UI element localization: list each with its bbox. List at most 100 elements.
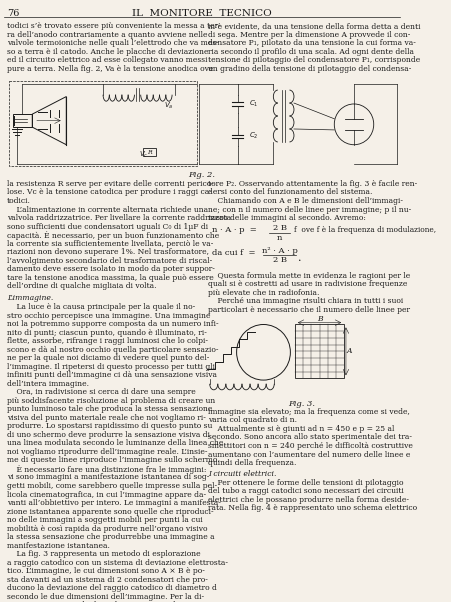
Text: $C_1$: $C_1$ [249, 99, 259, 109]
Text: un gradino della tensione di pilotaggio del condensa-: un gradino della tensione di pilotaggio … [208, 65, 411, 73]
Text: flette, assorbe, rifrange i raggi luminosi che lo colpi-: flette, assorbe, rifrange i raggi lumino… [7, 337, 208, 345]
Text: Chiamando con A e B le dimensioni dell’immagi-: Chiamando con A e B le dimensioni dell’i… [208, 197, 403, 205]
Text: ne per la quale noi diciamo di vedere quel punto del-: ne per la quale noi diciamo di vedere qu… [7, 354, 210, 362]
Text: zione istantanea apparente sono quelle che riproduci-: zione istantanea apparente sono quelle c… [7, 507, 214, 515]
Text: la corrente sia sufficientemente livellata, perciò le va-: la corrente sia sufficientemente livella… [7, 240, 213, 247]
Text: so a terra è il catodo. Anche le placche di deviazione: so a terra è il catodo. Anche le placche… [7, 48, 209, 56]
Text: valvola raddrizzatrice. Per livellare la corrente raddrizzata: valvola raddrizzatrice. Per livellare la… [7, 214, 231, 222]
Text: visiva del punto materiale reale che noi vogliamo ri-: visiva del punto materiale reale che noi… [7, 414, 206, 422]
Text: più soddisfacente risoluzione al problema di creare un: più soddisfacente risoluzione al problem… [7, 397, 216, 405]
Text: immagine sia elevato; ma la frequenza come si vede,: immagine sia elevato; ma la frequenza co… [208, 408, 410, 416]
Text: punto luminoso tale che produca la stessa sensazione: punto luminoso tale che produca la stess… [7, 405, 212, 414]
Text: ne; con n il numero delle linee per immagine; p il nu-: ne; con n il numero delle linee per imma… [208, 205, 411, 214]
Text: quali si è costretti ad usare in radivisione frequenze: quali si è costretti ad usare in radivis… [208, 280, 407, 288]
Text: 2 B: 2 B [272, 225, 287, 232]
Text: $V_a$: $V_a$ [164, 101, 174, 111]
Text: Perché una immagine risulti chiara in tutti i suoi: Perché una immagine risulti chiara in tu… [208, 297, 403, 305]
Text: todici.: todici. [7, 197, 31, 205]
Text: ria secondo il profilo di una scala. Ad ogni dente della: ria secondo il profilo di una scala. Ad … [208, 48, 414, 56]
Text: L’alimentazione in corrente alternata richiede una: L’alimentazione in corrente alternata ri… [7, 205, 208, 214]
Text: secondo le due dimensioni dell’immagine. Per la di-: secondo le due dimensioni dell’immagine.… [7, 593, 204, 601]
Text: infiniti punti dell’immagine ci dà una sensazione visiva: infiniti punti dell’immagine ci dà una s… [7, 371, 217, 379]
Text: varia col quadrato di n.: varia col quadrato di n. [208, 417, 297, 424]
Text: $V_c$: $V_c$ [139, 150, 148, 160]
Text: capacità. È necessario, per un buon funzionamento che: capacità. È necessario, per un buon funz… [7, 231, 220, 240]
Text: a raggio catodico con un sistema di deviazione elettrosta-: a raggio catodico con un sistema di devi… [7, 559, 228, 566]
Text: dersi conto del funzionamento del sistema.: dersi conto del funzionamento del sistem… [208, 188, 372, 196]
Text: ducono la deviazione del raggio catodico di diametro d: ducono la deviazione del raggio catodico… [7, 585, 217, 592]
Text: m’è evidente, da una tensione della forma detta a denti: m’è evidente, da una tensione della form… [208, 22, 420, 30]
Text: mensione B provvede il condensatore P₂, pilotato, co-: mensione B provvede il condensatore P₂, … [7, 601, 212, 602]
Text: sono sufficienti due condensatori uguali C₀ di 1µF di: sono sufficienti due condensatori uguali… [7, 223, 208, 231]
Text: secondo. Sono ancora allo stato sperimentale dei tra-: secondo. Sono ancora allo stato sperimen… [208, 433, 412, 441]
Text: tore P₂. Osservando attentamente la fig. 3 è facile ren-: tore P₂. Osservando attentamente la fig.… [208, 180, 417, 188]
Text: aumentano con l’aumentare del numero delle linee e: aumentano con l’aumentare del numero del… [208, 450, 410, 459]
Text: todici s’è trovato essere più conveniente la messa a ter-: todici s’è trovato essere più convenient… [7, 22, 221, 30]
Text: IL  MONITORE  TECNICO: IL MONITORE TECNICO [132, 9, 272, 18]
Text: Ora, in radivisione si cerca di dare una sempre: Ora, in radivisione si cerca di dare una… [7, 388, 196, 396]
Bar [9, 81, 197, 166]
Text: elettrici che le possano produrre nella forma deside-: elettrici che le possano produrre nella … [208, 496, 409, 504]
Text: più elevate che in radiofonia.: più elevate che in radiofonia. [208, 289, 319, 297]
Text: ed il circuito elettrico ad esse collegato vanno messi: ed il circuito elettrico ad esse collega… [7, 57, 207, 64]
Text: 76: 76 [7, 9, 19, 18]
Text: .: . [299, 253, 302, 263]
Text: scono e dà al nostro occhio quella particolare sensazio-: scono e dà al nostro occhio quella parti… [7, 346, 219, 354]
Text: damento deve essere isolato in modo da poter suppor-: damento deve essere isolato in modo da p… [7, 265, 215, 273]
Text: la stessa sensazione che produrrebbe una immagine a: la stessa sensazione che produrrebbe una… [7, 533, 215, 541]
Text: del tubo a raggi catodici sono necessari dei circuiti: del tubo a raggi catodici sono necessari… [208, 488, 404, 495]
Text: di sega. Mentre per la dimensione A provvede il con-: di sega. Mentre per la dimensione A prov… [208, 31, 410, 39]
Text: l’avvolgimento secondario del trasformatore di riscal-: l’avvolgimento secondario del trasformat… [7, 256, 212, 265]
Text: dell’ordine di qualche migliaia di volta.: dell’ordine di qualche migliaia di volta… [7, 282, 156, 290]
Text: quindi della frequenza.: quindi della frequenza. [208, 459, 296, 467]
Text: 2 B: 2 B [272, 256, 287, 264]
Text: Fig. 3.: Fig. 3. [288, 400, 315, 409]
Text: valvole termoioniche nelle quali l’elettrodo che va mes-: valvole termoioniche nelle quali l’elett… [7, 39, 219, 48]
Text: dell’intera immagine.: dell’intera immagine. [7, 380, 89, 388]
Text: f  ove f è la frequenza di modulazione,: f ove f è la frequenza di modulazione, [294, 226, 436, 234]
Text: sta davanti ad un sistema di 2 condensatori che pro-: sta davanti ad un sistema di 2 condensat… [7, 576, 208, 584]
Text: licola cinematografica, in cui l’immagine appare da-: licola cinematografica, in cui l’immagin… [7, 491, 206, 498]
Text: me di queste linee riproduce l’immagine sullo schermo.: me di queste linee riproduce l’immagine … [7, 456, 220, 464]
Text: smettitori con n = 240 perché le difficoltà costruttive: smettitori con n = 240 perché le diffico… [208, 442, 413, 450]
Text: La fig. 3 rappresenta un metodo di esplorazione: La fig. 3 rappresenta un metodo di esplo… [7, 550, 201, 558]
Text: n · A · p  =: n · A · p = [212, 226, 257, 234]
Text: $C_2$: $C_2$ [249, 131, 259, 141]
Text: noi la potremmo supporre composta da un numero infi-: noi la potremmo supporre composta da un … [7, 320, 219, 328]
Text: produrre. Lo spostarsi rapidissimo di questo punto su: produrre. Lo spostarsi rapidissimo di qu… [7, 423, 212, 430]
Text: la resistenza R serve per evitare delle correnti perico-: la resistenza R serve per evitare delle … [7, 180, 214, 188]
Text: vanti all’obbiettivo per intero. Le immagini a manifesta-: vanti all’obbiettivo per intero. Le imma… [7, 499, 221, 507]
Text: no delle immagini a soggetti mobili per punti la cui: no delle immagini a soggetti mobili per … [7, 516, 203, 524]
Text: rata. Nella fig. 4 è rappresentato uno schema elettrico: rata. Nella fig. 4 è rappresentato uno s… [208, 504, 417, 512]
Text: Attualmente si è giunti ad n = 450 e p = 25 al: Attualmente si è giunti ad n = 450 e p =… [208, 425, 394, 433]
Text: Per ottenere le forme delle tensioni di pilotaggio: Per ottenere le forme delle tensioni di … [208, 479, 404, 487]
Text: n² · A · p: n² · A · p [262, 247, 298, 255]
Text: noi vogliamo riprodurre dell’immagine reale. L’insie-: noi vogliamo riprodurre dell’immagine re… [7, 448, 207, 456]
Text: manifestazione istantanea.: manifestazione istantanea. [7, 542, 110, 550]
Text: I circuiti elettrici.: I circuiti elettrici. [208, 470, 276, 479]
Text: una linea modulata secondo le luminanze della linea che: una linea modulata secondo le luminanze … [7, 439, 224, 447]
Text: tico. L’immagine, le cui dimensioni sono A × B è po-: tico. L’immagine, le cui dimensioni sono… [7, 567, 205, 576]
Text: tensione di pilotaggio del condensatore P₁, corrisponde: tensione di pilotaggio del condensatore … [208, 57, 420, 64]
Text: mobilità è così rapida da produrre nell’organo visivo: mobilità è così rapida da produrre nell’… [7, 524, 207, 533]
Text: vi sono immagini a manifestazione istantanea di sog-: vi sono immagini a manifestazione istant… [7, 474, 210, 482]
Text: di uno schermo deve produrre la sensazione visiva di: di uno schermo deve produrre la sensazio… [7, 431, 210, 439]
Text: densatore P₁, pilotato da una tensione la cui forma va-: densatore P₁, pilotato da una tensione l… [208, 39, 416, 48]
Text: Fig. 2.: Fig. 2. [188, 171, 215, 179]
Text: n: n [277, 234, 282, 241]
Bar [143, 149, 156, 156]
Text: Questa formula mette in evidenza le ragioni per le: Questa formula mette in evidenza le ragi… [208, 272, 410, 280]
Text: mero delle immagini al secondo. Avremo:: mero delle immagini al secondo. Avremo: [208, 214, 366, 222]
Text: R: R [147, 150, 152, 155]
Text: da cui f  =: da cui f = [212, 249, 256, 256]
Text: stro occhio percepisce una immagine. Una immagine: stro occhio percepisce una immagine. Una… [7, 311, 211, 320]
Text: tare la tensione anodica massima, la quale può essere: tare la tensione anodica massima, la qua… [7, 274, 214, 282]
Text: riazioni non devono superare 1%. Nel trasformatore,: riazioni non devono superare 1%. Nel tra… [7, 248, 209, 256]
Text: nito di punti; ciascun punto, quando è illuminato, ri-: nito di punti; ciascun punto, quando è i… [7, 329, 207, 337]
Bar [13, 114, 32, 127]
Text: B: B [317, 315, 322, 323]
Text: l’immagine. Il ripetersi di questo processo per tutti gli: l’immagine. Il ripetersi di questo proce… [7, 362, 215, 371]
Text: L’immagine.: L’immagine. [7, 294, 53, 302]
Text: lose. Vc è la tensione catodica per produre i raggi ca-: lose. Vc è la tensione catodica per prod… [7, 188, 212, 196]
Text: La luce è la causa principale per la quale il no-: La luce è la causa principale per la qua… [7, 303, 195, 311]
